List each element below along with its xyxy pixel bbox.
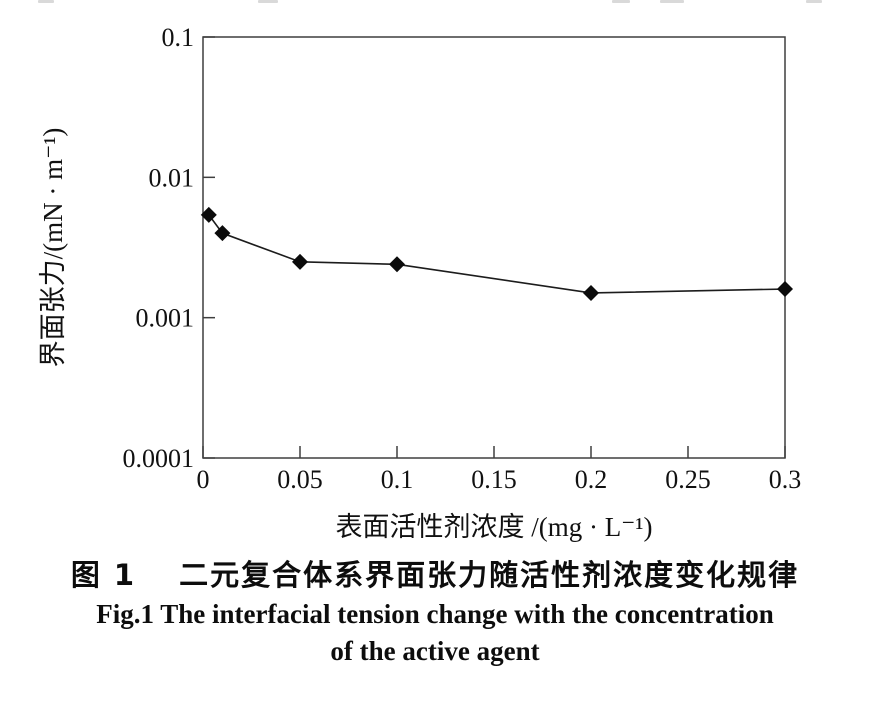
plot-border bbox=[202, 36, 786, 459]
y-axis-title: 界面张力/(mN · m⁻¹) bbox=[38, 128, 68, 368]
data-point-marker bbox=[214, 225, 231, 242]
data-point-marker bbox=[389, 256, 405, 273]
y-axis-tick-label: 0.01 bbox=[149, 163, 195, 192]
y-axis-tick-label: 0.1 bbox=[162, 23, 195, 52]
cropped-text-artifact bbox=[38, 0, 54, 3]
data-point-marker bbox=[200, 206, 217, 223]
x-axis-tick-label: 0.05 bbox=[277, 465, 323, 494]
x-axis-title: 表面活性剂浓度 /(mg · L⁻¹) bbox=[335, 512, 652, 542]
caption-title-en-line1: Fig.1 The interfacial tension change wit… bbox=[96, 599, 774, 629]
x-axis-tick-label: 0.25 bbox=[665, 465, 711, 494]
data-point-marker bbox=[583, 284, 599, 301]
caption-title-en-line2: of the active agent bbox=[330, 636, 540, 666]
cropped-text-artifact bbox=[258, 0, 278, 3]
cropped-text-artifact bbox=[660, 0, 684, 3]
x-axis-tick-label: 0.1 bbox=[381, 465, 414, 494]
cropped-text-artifact bbox=[612, 0, 630, 3]
data-point-marker bbox=[292, 253, 308, 270]
interfacial-tension-chart: 0 0.05 0.1 0.15 0.2 0.25 0.3 0.1 0.01 0.001 0.0001… bbox=[38, 23, 802, 542]
y-axis-tick-label: 0.0001 bbox=[123, 444, 195, 473]
x-axis-tick-label: 0.2 bbox=[575, 465, 608, 494]
cropped-text-artifact bbox=[806, 0, 822, 3]
data-point-marker bbox=[777, 281, 793, 298]
x-axis-tick-label: 0.3 bbox=[769, 465, 802, 494]
caption-title-cn: 图 1 二元复合体系界面张力随活性剂浓度变化规律 bbox=[70, 558, 800, 592]
y-axis-tick-label: 0.001 bbox=[136, 304, 195, 333]
series-line bbox=[208, 214, 786, 294]
x-axis-tick-label: 0 bbox=[197, 465, 210, 494]
x-axis-tick-label: 0.15 bbox=[471, 465, 517, 494]
figure-caption: 图 1 二元复合体系界面张力随活性剂浓度变化规律 Fig.1 The inter… bbox=[0, 554, 870, 670]
